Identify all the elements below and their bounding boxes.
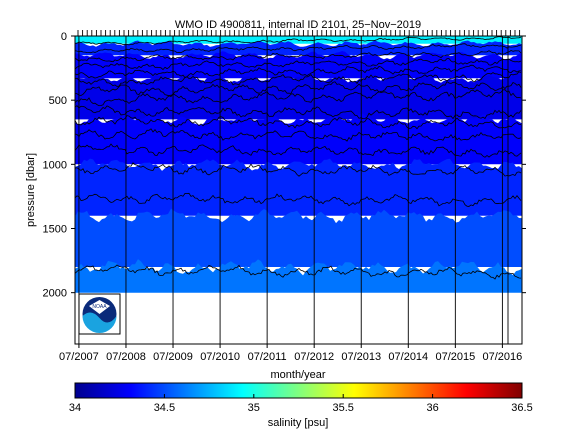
logo-bird-icon bbox=[89, 300, 110, 314]
x-tick-label-4: 07/2010 bbox=[200, 351, 240, 363]
colorbar-tick-label-6: 36.5 bbox=[511, 402, 532, 414]
colorbar-tick-label-4: 35.5 bbox=[332, 402, 353, 414]
x-tick-label-10: 07/2016 bbox=[483, 351, 523, 363]
plot-area bbox=[75, 36, 522, 344]
salinity-layer-8 bbox=[75, 259, 522, 293]
x-tick-label-8: 07/2014 bbox=[388, 351, 428, 363]
contour-line-1030 bbox=[75, 162, 522, 177]
colorbar-tick-label-1: 34 bbox=[69, 402, 81, 414]
contour-line-240 bbox=[75, 58, 522, 71]
contour-line-760 bbox=[75, 128, 522, 142]
contour-line-430 bbox=[75, 81, 522, 97]
x-tick-label-5: 07/2011 bbox=[248, 351, 287, 363]
colorbar bbox=[75, 383, 522, 398]
colorbar-tick-label-3: 35 bbox=[248, 402, 260, 414]
salinity-layer-7 bbox=[75, 208, 522, 267]
contour-line-1820 bbox=[75, 264, 522, 280]
x-axis-label: month/year bbox=[270, 369, 325, 381]
logo-wave bbox=[82, 312, 117, 333]
salinity-layers bbox=[75, 36, 522, 293]
year-divider-lines bbox=[78, 36, 509, 344]
y-tick-label-5: 2000 bbox=[43, 288, 67, 300]
contour-line-500 bbox=[75, 89, 522, 107]
y-tick-label-3: 1000 bbox=[43, 159, 67, 171]
profile-markers bbox=[77, 30, 521, 36]
y-tick-label-4: 1500 bbox=[43, 224, 67, 236]
colorbar-tick-label-2: 34.5 bbox=[154, 402, 175, 414]
colorbar-label: salinity [psu] bbox=[268, 417, 329, 429]
contour-line-880 bbox=[75, 143, 522, 158]
contour-line-360 bbox=[75, 71, 522, 87]
x-axis: 07/2007 07/2008 07/2009 07/2010 07/2011 07/20… bbox=[59, 344, 522, 363]
contour-line-580 bbox=[75, 105, 522, 120]
y-axis-label: pressure [dbar] bbox=[25, 153, 37, 227]
contour-line-660 bbox=[75, 115, 522, 130]
colorbar-tick-label-5: 36 bbox=[426, 402, 438, 414]
y-tick-label-2: 500 bbox=[49, 95, 67, 107]
x-tick-label-3: 07/2009 bbox=[153, 351, 193, 363]
x-tick-label-7: 07/2013 bbox=[341, 351, 381, 363]
chart-title: WMO ID 4900811, internal ID 2101, 25−Nov… bbox=[175, 19, 421, 31]
salinity-layer-4 bbox=[75, 73, 522, 120]
plot-frame bbox=[74, 35, 523, 345]
logo-text: NOAA bbox=[92, 304, 107, 310]
x-tick-label-6: 07/2012 bbox=[294, 351, 334, 363]
salinity-layer-2 bbox=[75, 40, 522, 56]
contour-line-180 bbox=[75, 50, 522, 63]
noaa-logo: NOAA bbox=[78, 293, 121, 335]
colorbar-ticks: 34 34.5 35 35.5 36 36.5 bbox=[69, 394, 533, 414]
y-axis: 0 500 1000 1500 2000 bbox=[43, 31, 526, 300]
contour-lines bbox=[75, 36, 522, 280]
x-tick-label-9: 07/2015 bbox=[435, 351, 475, 363]
x-tick-label-2: 07/2008 bbox=[106, 351, 146, 363]
salinity-layer-3 bbox=[75, 51, 522, 79]
contour-line-1260 bbox=[75, 192, 522, 207]
colorbar-frame bbox=[74, 382, 523, 399]
contour-line-300 bbox=[75, 64, 522, 79]
y-tick-label-1: 0 bbox=[61, 31, 67, 43]
contour-line-120 bbox=[75, 43, 522, 54]
salinity-layer-5 bbox=[75, 113, 522, 165]
x-tick-label-1: 07/2007 bbox=[59, 351, 99, 363]
contour-line-60 bbox=[75, 36, 522, 46]
